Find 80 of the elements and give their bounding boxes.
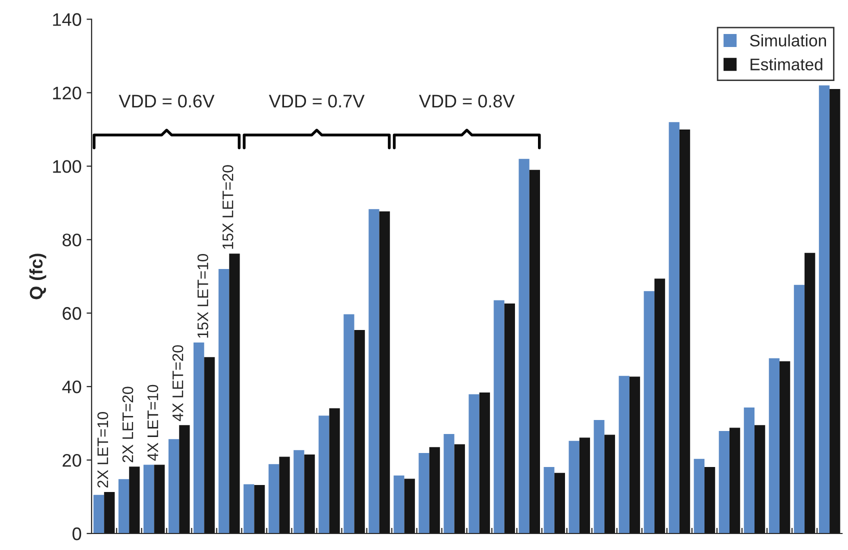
bar: [279, 456, 290, 534]
y-tick-label: 120: [53, 86, 82, 100]
bar: [218, 269, 230, 534]
bar: [544, 467, 554, 534]
bar: [794, 284, 805, 534]
bar: [244, 484, 254, 534]
bar: [529, 170, 540, 534]
bar: [830, 89, 840, 534]
bar: [329, 408, 340, 534]
bar: [704, 467, 716, 534]
bar: [694, 458, 704, 534]
bar: [118, 479, 130, 534]
bar: [194, 342, 204, 534]
bar: [104, 492, 115, 534]
bar: [318, 416, 330, 534]
legend-label: Estimated: [750, 58, 822, 70]
bar: [504, 304, 515, 534]
y-tick-label: 100: [53, 160, 82, 173]
y-tick-label: 140: [53, 13, 82, 26]
bar: [654, 278, 666, 534]
bar: [294, 450, 304, 534]
bar: [754, 425, 766, 534]
annotation: VDD = 0.6V: [118, 94, 214, 108]
bar: [268, 464, 280, 534]
bar: [718, 431, 730, 534]
annotation: 4X LET=20: [172, 345, 184, 422]
bar: [429, 447, 440, 534]
bar: [818, 85, 830, 534]
bar: [568, 440, 580, 534]
bar: [143, 464, 154, 534]
y-tick-label: 80: [62, 234, 82, 246]
bar: [344, 314, 354, 534]
bar: [204, 357, 215, 534]
annotation: 2X LET=10: [97, 412, 108, 488]
bar: [494, 300, 504, 534]
bar: [644, 291, 654, 534]
bar: [468, 394, 480, 534]
annotation: 15X LET=10: [197, 254, 208, 338]
y-tick-label: 40: [62, 380, 82, 394]
legend-label: Simulation: [750, 34, 826, 46]
y-axis-title: Q (fc): [29, 254, 46, 300]
bar: [629, 376, 640, 534]
bar: [404, 478, 415, 534]
y-tick-label: 60: [62, 307, 82, 320]
bar: [780, 361, 790, 534]
bar: [168, 439, 180, 534]
bar: [418, 453, 430, 534]
bar: [354, 330, 365, 534]
bar: [154, 464, 165, 534]
annotation: VDD = 0.8V: [418, 94, 515, 108]
annotation: 2X LET=20: [122, 386, 134, 462]
bar: [444, 434, 454, 534]
bar: [618, 376, 630, 534]
bar: [729, 428, 740, 534]
bar: [744, 408, 755, 534]
bar: [379, 211, 390, 534]
bar: [368, 209, 380, 534]
bar: [579, 438, 590, 534]
bar: [518, 158, 530, 534]
annotation: 4X LET=10: [147, 384, 158, 461]
bar: [454, 444, 465, 534]
bar: [93, 494, 104, 534]
bar: [668, 122, 680, 534]
annotation: 15X LET=20: [222, 165, 234, 249]
bar: [129, 466, 140, 534]
bar: [604, 434, 616, 534]
bar: [304, 454, 315, 534]
y-tick-label: 20: [62, 454, 82, 467]
annotation: VDD = 0.7V: [268, 94, 365, 108]
bar: [229, 254, 240, 534]
bar: [254, 485, 265, 534]
bar: [179, 425, 190, 534]
bar: [768, 358, 780, 534]
bar: [554, 472, 566, 534]
bar: [804, 252, 816, 534]
bar: [594, 420, 604, 534]
y-tick-label: 0: [72, 527, 82, 540]
bar: [479, 392, 490, 534]
bar: [394, 475, 404, 534]
bar: [679, 129, 690, 534]
